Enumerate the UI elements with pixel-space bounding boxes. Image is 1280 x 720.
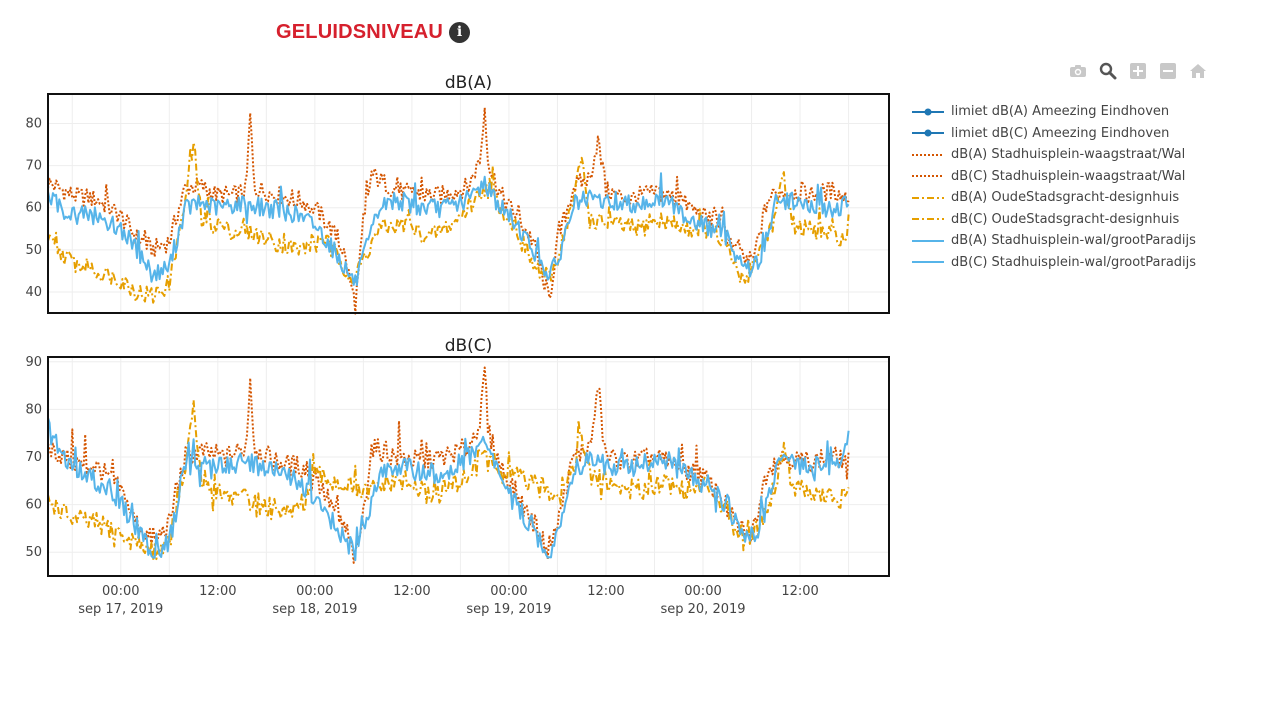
series-line-0-1[interactable] (47, 141, 850, 304)
zoom-out-icon[interactable] (1158, 61, 1178, 81)
x-tick-date-label: sep 20, 2019 (660, 602, 745, 617)
series-line-1-0[interactable] (47, 366, 850, 564)
legend-item[interactable]: limiet dB(C) Ameezing Eindhoven (910, 123, 1196, 145)
zoom-in-icon[interactable] (1128, 61, 1148, 81)
legend-item[interactable]: dB(C) OudeStadsgracht-designhuis (910, 209, 1196, 231)
x-tick-label: 12:00 (587, 584, 624, 599)
legend-swatch (912, 196, 944, 199)
series-line-1-1[interactable] (47, 399, 850, 562)
legend-label: limiet dB(A) Ameezing Eindhoven (951, 104, 1170, 120)
legend-label: dB(A) Stadhuisplein-wal/grootParadijs (951, 233, 1196, 249)
y-tick-label: 50 (25, 243, 42, 258)
y-tick-label: 90 (25, 355, 42, 370)
camera-icon[interactable] (1068, 61, 1088, 81)
home-icon[interactable] (1188, 61, 1208, 81)
page-title: GELUIDSNIVEAU i (276, 18, 471, 46)
legend-swatch (912, 175, 944, 178)
legend-swatch (912, 239, 944, 242)
legend-label: dB(C) OudeStadsgracht-designhuis (951, 211, 1180, 227)
legend-item[interactable]: limiet dB(A) Ameezing Eindhoven (910, 101, 1196, 123)
legend-item[interactable]: dB(C) Stadhuisplein-wal/grootParadijs (910, 252, 1196, 274)
legend-swatch (912, 153, 944, 156)
plot-frame (47, 93, 890, 314)
x-tick-label: 00:00 (102, 584, 139, 599)
series-line-1-2[interactable] (47, 417, 850, 562)
y-tick-label: 60 (25, 201, 42, 216)
legend-item[interactable]: dB(A) OudeStadsgracht-designhuis (910, 187, 1196, 209)
legend-item[interactable]: dB(C) Stadhuisplein-waagstraat/Wal (910, 166, 1196, 188)
panel-1: 50 60 70 80 90 dB(C) 00:00 sep 17, 2019 12:00 00:… (25, 336, 890, 617)
page-title-text: GELUIDSNIVEAU (276, 20, 444, 43)
chart-title: dB(C) (445, 336, 493, 356)
zoom-icon[interactable] (1098, 61, 1118, 81)
x-tick-label: 12:00 (781, 584, 818, 599)
chart-area[interactable]: 40 50 60 70 80 dB(A) 50 60 70 80 90 dB(C) 00:00 sep 1… (0, 0, 900, 640)
y-tick-label: 80 (25, 116, 42, 131)
y-tick-label: 70 (25, 159, 42, 174)
legend: limiet dB(A) Ameezing Eindhoven limiet dB… (910, 101, 1196, 273)
x-tick-date-label: sep 18, 2019 (272, 602, 357, 617)
x-tick-label: 12:00 (393, 584, 430, 599)
y-tick-label: 50 (25, 545, 42, 560)
panel-0: 40 50 60 70 80 dB(A) (25, 73, 890, 315)
info-circle-icon[interactable]: i (449, 21, 471, 43)
x-tick-date-label: sep 19, 2019 (466, 602, 551, 617)
legend-item[interactable]: dB(A) Stadhuisplein-waagstraat/Wal (910, 144, 1196, 166)
legend-label: dB(A) Stadhuisplein-waagstraat/Wal (951, 147, 1186, 163)
legend-label: dB(A) OudeStadsgracht-designhuis (951, 190, 1180, 206)
chart-title: dB(A) (445, 73, 492, 93)
legend-item[interactable]: dB(A) Stadhuisplein-wal/grootParadijs (910, 230, 1196, 252)
legend-swatch (912, 129, 944, 137)
y-tick-label: 80 (25, 402, 42, 417)
y-tick-label: 60 (25, 498, 42, 513)
x-tick-label: 00:00 (296, 584, 333, 599)
series-line-0-2[interactable] (47, 172, 850, 287)
legend-label: limiet dB(C) Ameezing Eindhoven (951, 125, 1170, 141)
plot-frame (47, 356, 890, 577)
x-tick-label: 00:00 (684, 584, 721, 599)
y-tick-label: 70 (25, 450, 42, 465)
legend-swatch (912, 261, 944, 264)
legend-swatch (912, 108, 944, 116)
series-line-0-0[interactable] (47, 106, 850, 315)
legend-swatch (912, 218, 944, 221)
modebar (1068, 60, 1208, 82)
x-tick-label: 00:00 (490, 584, 527, 599)
legend-label: dB(C) Stadhuisplein-waagstraat/Wal (951, 168, 1186, 184)
x-tick-label: 12:00 (199, 584, 236, 599)
legend-label: dB(C) Stadhuisplein-wal/grootParadijs (951, 254, 1197, 270)
y-tick-label: 40 (25, 285, 42, 300)
x-tick-date-label: sep 17, 2019 (78, 602, 163, 617)
